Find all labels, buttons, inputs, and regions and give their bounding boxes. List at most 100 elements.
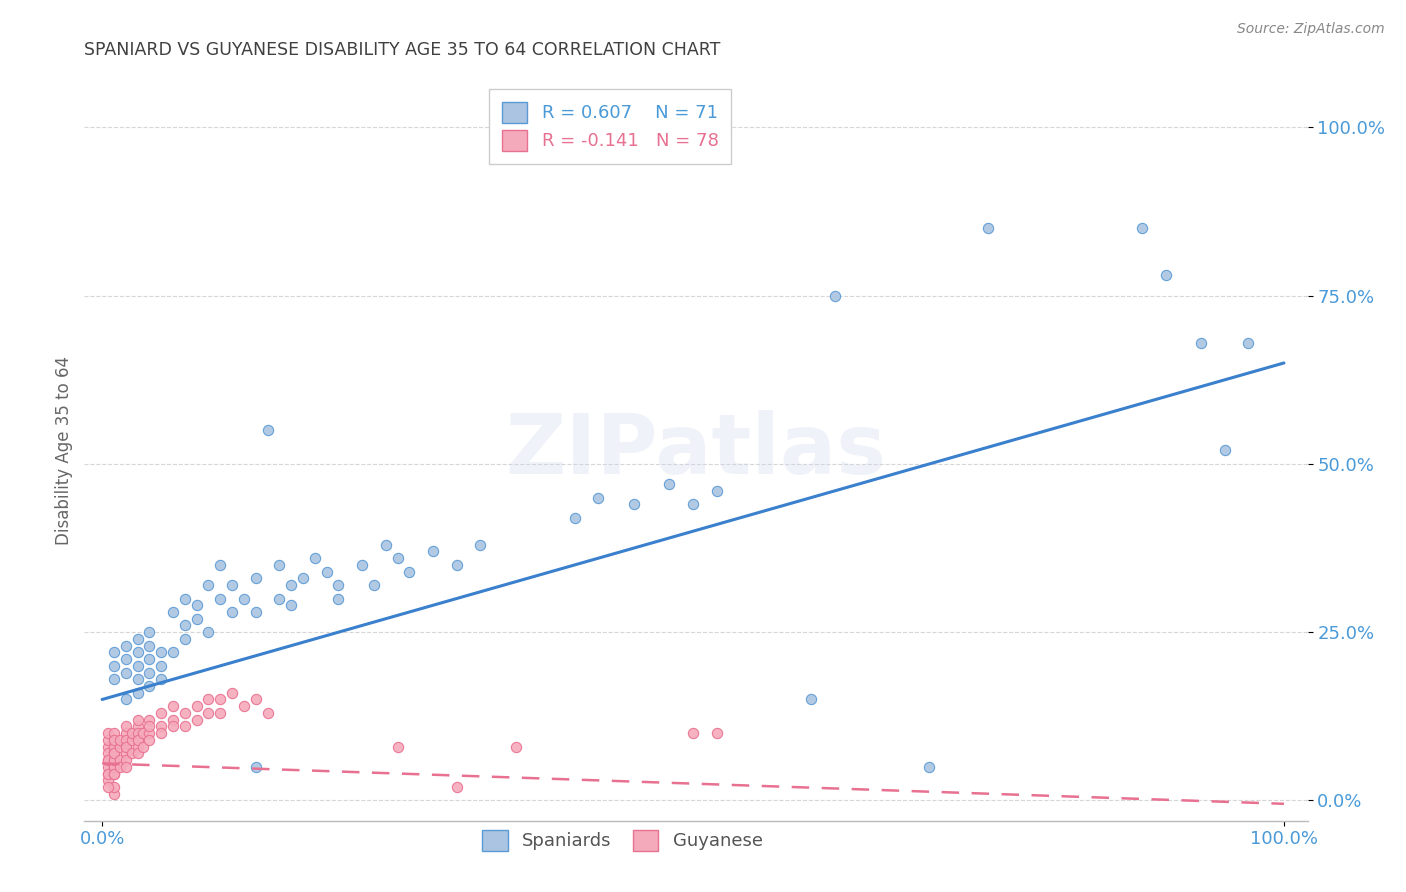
Point — [97, 766, 120, 780]
Point — [328, 591, 350, 606]
Point — [1189, 335, 1212, 350]
Point — [387, 739, 409, 754]
Point — [127, 719, 149, 733]
Point — [315, 565, 337, 579]
Point — [623, 497, 645, 511]
Point — [138, 665, 160, 680]
Point — [114, 753, 136, 767]
Point — [977, 221, 1000, 235]
Point — [103, 739, 125, 754]
Point — [121, 732, 143, 747]
Point — [114, 732, 136, 747]
Point — [221, 578, 243, 592]
Point — [162, 719, 184, 733]
Point — [197, 692, 219, 706]
Point — [127, 726, 149, 740]
Point — [103, 645, 125, 659]
Point — [173, 719, 195, 733]
Point — [173, 706, 195, 720]
Point — [209, 706, 232, 720]
Point — [256, 423, 278, 437]
Y-axis label: Disability Age 35 to 64: Disability Age 35 to 64 — [55, 356, 73, 545]
Point — [103, 753, 125, 767]
Point — [232, 699, 254, 714]
Point — [197, 578, 219, 592]
Point — [269, 591, 291, 606]
Text: ZIPatlas: ZIPatlas — [506, 410, 886, 491]
Point — [127, 739, 149, 754]
Point — [114, 652, 136, 666]
Point — [97, 739, 120, 754]
Point — [422, 544, 444, 558]
Point — [221, 605, 243, 619]
Point — [97, 747, 120, 761]
Point — [269, 558, 291, 572]
Point — [114, 719, 136, 733]
Point — [280, 578, 302, 592]
Point — [108, 753, 131, 767]
Point — [114, 747, 136, 761]
Point — [706, 726, 728, 740]
Point — [658, 477, 681, 491]
Text: SPANIARD VS GUYANESE DISABILITY AGE 35 TO 64 CORRELATION CHART: SPANIARD VS GUYANESE DISABILITY AGE 35 T… — [84, 41, 721, 59]
Point — [150, 726, 173, 740]
Point — [588, 491, 610, 505]
Point — [232, 591, 254, 606]
Point — [292, 571, 315, 585]
Point — [138, 639, 160, 653]
Point — [150, 706, 173, 720]
Point — [97, 732, 120, 747]
Point — [162, 645, 184, 659]
Point — [1130, 221, 1153, 235]
Point — [173, 591, 195, 606]
Point — [127, 645, 149, 659]
Point — [103, 787, 125, 801]
Point — [103, 747, 125, 761]
Point — [108, 732, 131, 747]
Point — [918, 760, 941, 774]
Point — [103, 747, 125, 761]
Point — [103, 753, 125, 767]
Point — [197, 706, 219, 720]
Point — [245, 760, 267, 774]
Point — [127, 658, 149, 673]
Point — [1213, 443, 1236, 458]
Point — [186, 699, 208, 714]
Point — [121, 726, 143, 740]
Point — [162, 605, 184, 619]
Point — [186, 713, 208, 727]
Point — [103, 732, 125, 747]
Point — [138, 625, 160, 640]
Point — [97, 753, 120, 767]
Point — [138, 713, 160, 727]
Point — [304, 551, 326, 566]
Point — [197, 625, 219, 640]
Legend: Spaniards, Guyanese: Spaniards, Guyanese — [470, 817, 776, 863]
Point — [209, 591, 232, 606]
Point — [245, 605, 267, 619]
Point — [1154, 268, 1177, 283]
Point — [114, 639, 136, 653]
Point — [446, 780, 468, 794]
Point — [209, 692, 232, 706]
Point — [127, 632, 149, 646]
Point — [245, 692, 267, 706]
Point — [103, 673, 125, 687]
Point — [150, 673, 173, 687]
Point — [97, 726, 120, 740]
Point — [186, 599, 208, 613]
Point — [505, 739, 527, 754]
Point — [221, 686, 243, 700]
Point — [682, 726, 704, 740]
Point — [150, 645, 173, 659]
Point — [97, 760, 120, 774]
Point — [132, 726, 155, 740]
Point — [127, 713, 149, 727]
Point — [352, 558, 374, 572]
Point — [97, 773, 120, 788]
Point — [127, 673, 149, 687]
Point — [387, 551, 409, 566]
Point — [162, 699, 184, 714]
Point — [103, 766, 125, 780]
Point — [114, 760, 136, 774]
